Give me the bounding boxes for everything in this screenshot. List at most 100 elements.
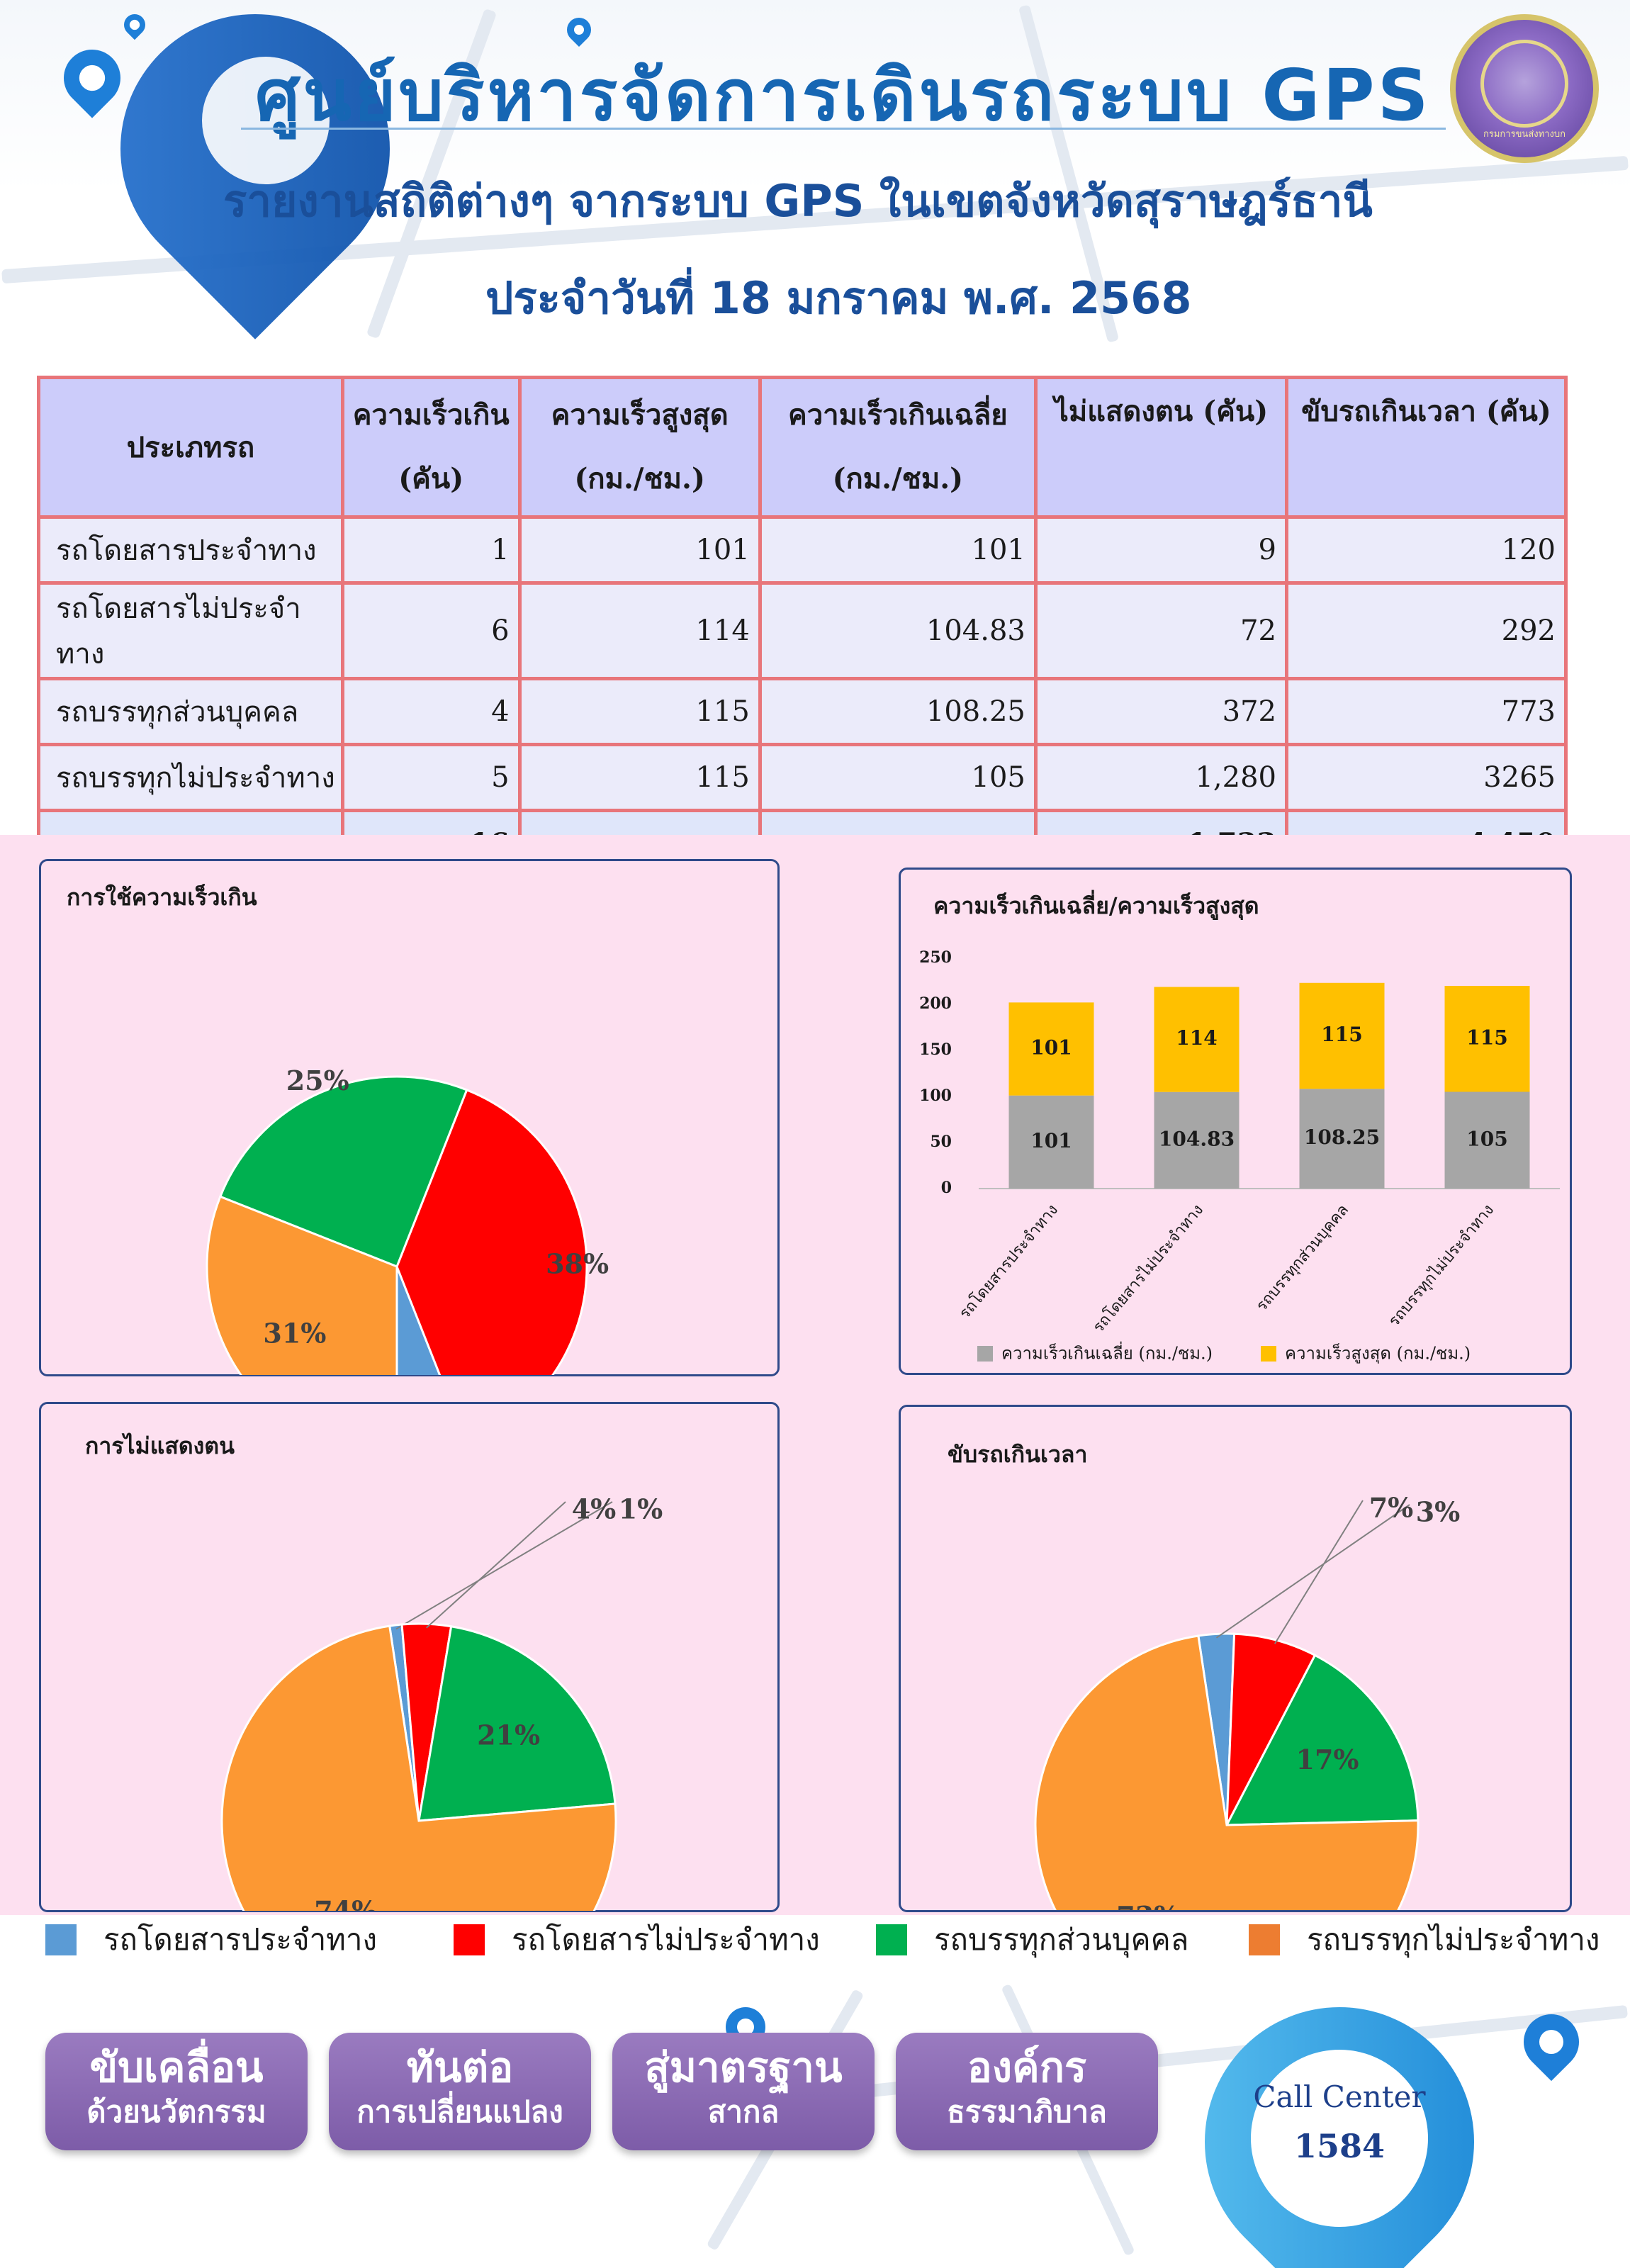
cell-vehicle-type: รถโดยสารประจำทาง bbox=[37, 515, 344, 585]
bar-data-label: 105 bbox=[1466, 1127, 1507, 1150]
stats-table: ประเภทรถ ความเร็วเกิน (คัน) ความเร็วสูงสุ… bbox=[37, 376, 1568, 878]
bar-segment bbox=[1154, 1091, 1240, 1189]
chart-title: การไม่แสดงตน bbox=[85, 1432, 235, 1459]
y-tick-label: 50 bbox=[930, 1133, 952, 1151]
legend-label: รถบรรทุกส่วนบุคคล bbox=[934, 1922, 1189, 1957]
location-pin-icon bbox=[119, 9, 150, 40]
pie-leader-line bbox=[1215, 1504, 1410, 1639]
x-category-label: รถโดยสารประจำทาง bbox=[955, 1201, 1062, 1323]
vehicle-type-legend: รถโดยสารประจำทาง รถโดยสารไม่ประจำทาง รถบ… bbox=[0, 1915, 1630, 1972]
department-seal-logo: กรมการขนส่งทางบก bbox=[1450, 14, 1599, 163]
bar-segment bbox=[1008, 1002, 1094, 1096]
legend-item-truck-private: รถบรรทุกส่วนบุคคล bbox=[876, 1915, 1188, 1965]
legend-swatch bbox=[1249, 1924, 1280, 1955]
column-header-avg-speed: ความเร็วเกินเฉลี่ย (กม./ชม.) bbox=[758, 376, 1038, 519]
cell-max-speed: 115 bbox=[517, 743, 762, 812]
cell-no-identify: 9 bbox=[1033, 515, 1289, 585]
call-center-badge: Call Center 1584 bbox=[1251, 2050, 1428, 2227]
cell-speeding: 4 bbox=[340, 677, 522, 746]
bar-data-label: 114 bbox=[1176, 1026, 1217, 1050]
bar-data-label: 101 bbox=[1030, 1036, 1072, 1060]
chart-title: การใช้ความเร็วเกิน bbox=[67, 884, 257, 911]
pie-data-label: 4% bbox=[572, 1493, 617, 1525]
bar-data-label: 115 bbox=[1466, 1026, 1507, 1049]
cell-no-identify: 72 bbox=[1033, 581, 1289, 680]
legend-label: ความเร็วสูงสุด (กม./ชม.) bbox=[1285, 1343, 1471, 1364]
table-row: รถโดยสารประจำทาง 1 101 101 9 120 bbox=[37, 515, 1568, 585]
column-header-vehicle-type: ประเภทรถ bbox=[37, 376, 344, 519]
legend-label: รถบรรทุกไม่ประจำทาง bbox=[1307, 1922, 1600, 1957]
title-underline bbox=[241, 128, 1446, 130]
pie-data-label: 21% bbox=[477, 1719, 540, 1751]
cell-overtime: 3265 bbox=[1285, 743, 1568, 812]
pie-slice bbox=[220, 1624, 617, 1911]
seal-text: กรมการขนส่งทางบก bbox=[1483, 129, 1566, 140]
header-banner: ศูนย์บริหารจัดการเดินรถระบบ GPS รายงานสถ… bbox=[0, 0, 1630, 347]
speeding-pie-card: การใช้ความเร็วเกิน 6%38%25%31% bbox=[39, 859, 780, 1376]
column-header-speeding: ความเร็วเกิน (คัน) bbox=[340, 376, 522, 519]
y-tick-label: 150 bbox=[919, 1040, 952, 1059]
legend-item-truck-nonfixed: รถบรรทุกไม่ประจำทาง bbox=[1249, 1915, 1600, 1965]
cell-vehicle-type: รถบรรทุกไม่ประจำทาง bbox=[37, 743, 344, 812]
cell-overtime: 292 bbox=[1285, 581, 1568, 680]
legend-swatch bbox=[876, 1924, 907, 1955]
legend-label: รถโดยสารไม่ประจำทาง bbox=[512, 1922, 820, 1957]
cell-max-speed: 114 bbox=[517, 581, 762, 680]
y-tick-label: 200 bbox=[919, 994, 952, 1013]
bar-segment bbox=[1299, 982, 1385, 1089]
pie-data-label: 74% bbox=[314, 1894, 377, 1911]
legend-label: รถโดยสารประจำทาง bbox=[103, 1922, 377, 1957]
cell-avg-speed: 101 bbox=[758, 515, 1038, 585]
table-row: รถบรรทุกไม่ประจำทาง 5 115 105 1,280 3265 bbox=[37, 743, 1568, 812]
table-row: รถบรรทุกส่วนบุคคล 4 115 108.25 372 773 bbox=[37, 677, 1568, 746]
report-date: ประจำวันที่ 18 มกราคม พ.ศ. 2568 bbox=[485, 272, 1192, 324]
seal-emblem-icon bbox=[1480, 40, 1568, 128]
speed-stacked-bar-chart: 0 50 100 150 200 250 101 101 รถโดยสารประจำทาง 104… bbox=[919, 948, 1560, 1364]
cell-vehicle-type: รถโดยสารไม่ประจำทาง bbox=[37, 581, 344, 680]
cell-speeding: 6 bbox=[340, 581, 522, 680]
pie-data-label: 31% bbox=[263, 1317, 326, 1349]
cell-avg-speed: 105 bbox=[758, 743, 1038, 812]
no-identify-pie-card: การไม่แสดงตน 1% 4% 21% 74% bbox=[39, 1402, 780, 1912]
pie-leader-line bbox=[1274, 1500, 1364, 1644]
x-category-label: รถบรรทุกส่วนบุคคล bbox=[1253, 1201, 1352, 1315]
x-category-label: รถโดยสารไม่ประจำทาง bbox=[1089, 1201, 1207, 1336]
legend-swatch bbox=[977, 1346, 993, 1362]
footer: ขับเคลื่อน ด้วยนวัตกรรม ทันต่อ การเปลี่ยนแ… bbox=[0, 1972, 1630, 2268]
x-category-label: รถบรรทุกไม่ประจำทาง bbox=[1385, 1201, 1497, 1330]
bar-segment bbox=[1008, 1095, 1094, 1189]
motto-button-change: ทันต่อ การเปลี่ยนแปลง bbox=[329, 2033, 591, 2150]
chart-title: ขับรถเกินเวลา bbox=[948, 1441, 1088, 1468]
overtime-pie-card: ขับรถเกินเวลา 3%7% 17% 73% bbox=[899, 1405, 1572, 1912]
motto-button-standard: สู่มาตรฐาน สากล bbox=[612, 2033, 875, 2150]
call-center-label: Call Center bbox=[1253, 2079, 1426, 2114]
cell-speeding: 1 bbox=[340, 515, 522, 585]
no-identify-pie-chart: 1%4% 21% 74% bbox=[220, 1493, 663, 1911]
pie-leader-line bbox=[426, 1501, 566, 1629]
pie-data-label: 3% bbox=[1416, 1496, 1461, 1528]
bar-segment bbox=[1444, 986, 1530, 1092]
bar-data-label: 108.25 bbox=[1304, 1125, 1380, 1149]
bar-segment bbox=[1154, 987, 1240, 1092]
pie-data-label: 1% bbox=[619, 1493, 663, 1525]
table-row: รถโดยสารไม่ประจำทาง 6 114 104.83 72 292 bbox=[37, 581, 1568, 680]
cell-max-speed: 101 bbox=[517, 515, 762, 585]
legend-swatch bbox=[454, 1924, 485, 1955]
bar-segment bbox=[1444, 1091, 1530, 1189]
stats-table-container: ประเภทรถ ความเร็วเกิน (คัน) ความเร็วสูงสุ… bbox=[37, 376, 1568, 878]
column-header-max-speed: ความเร็วสูงสุด (กม./ชม.) bbox=[517, 376, 762, 519]
pie-data-label: 25% bbox=[286, 1065, 349, 1096]
bar-data-label: 104.83 bbox=[1159, 1127, 1235, 1150]
legend-item-bus-fixed: รถโดยสารประจำทาง bbox=[45, 1915, 377, 1965]
legend-swatch bbox=[45, 1924, 77, 1955]
pie-data-label: 7% bbox=[1369, 1492, 1414, 1524]
bar-data-label: 115 bbox=[1321, 1023, 1362, 1046]
pie-slice bbox=[1034, 1634, 1420, 1910]
cell-avg-speed: 104.83 bbox=[758, 581, 1038, 680]
location-pin-icon bbox=[52, 38, 133, 118]
location-pin-hole bbox=[202, 57, 330, 184]
bar-segment bbox=[1299, 1089, 1385, 1189]
speeding-pie-chart: 6%38%25%31% bbox=[206, 1065, 609, 1375]
cell-no-identify: 1,280 bbox=[1033, 743, 1289, 812]
speed-bar-card: ความเร็วเกินเฉลี่ย/ความเร็วสูงสุด 0 50 100… bbox=[899, 868, 1572, 1375]
